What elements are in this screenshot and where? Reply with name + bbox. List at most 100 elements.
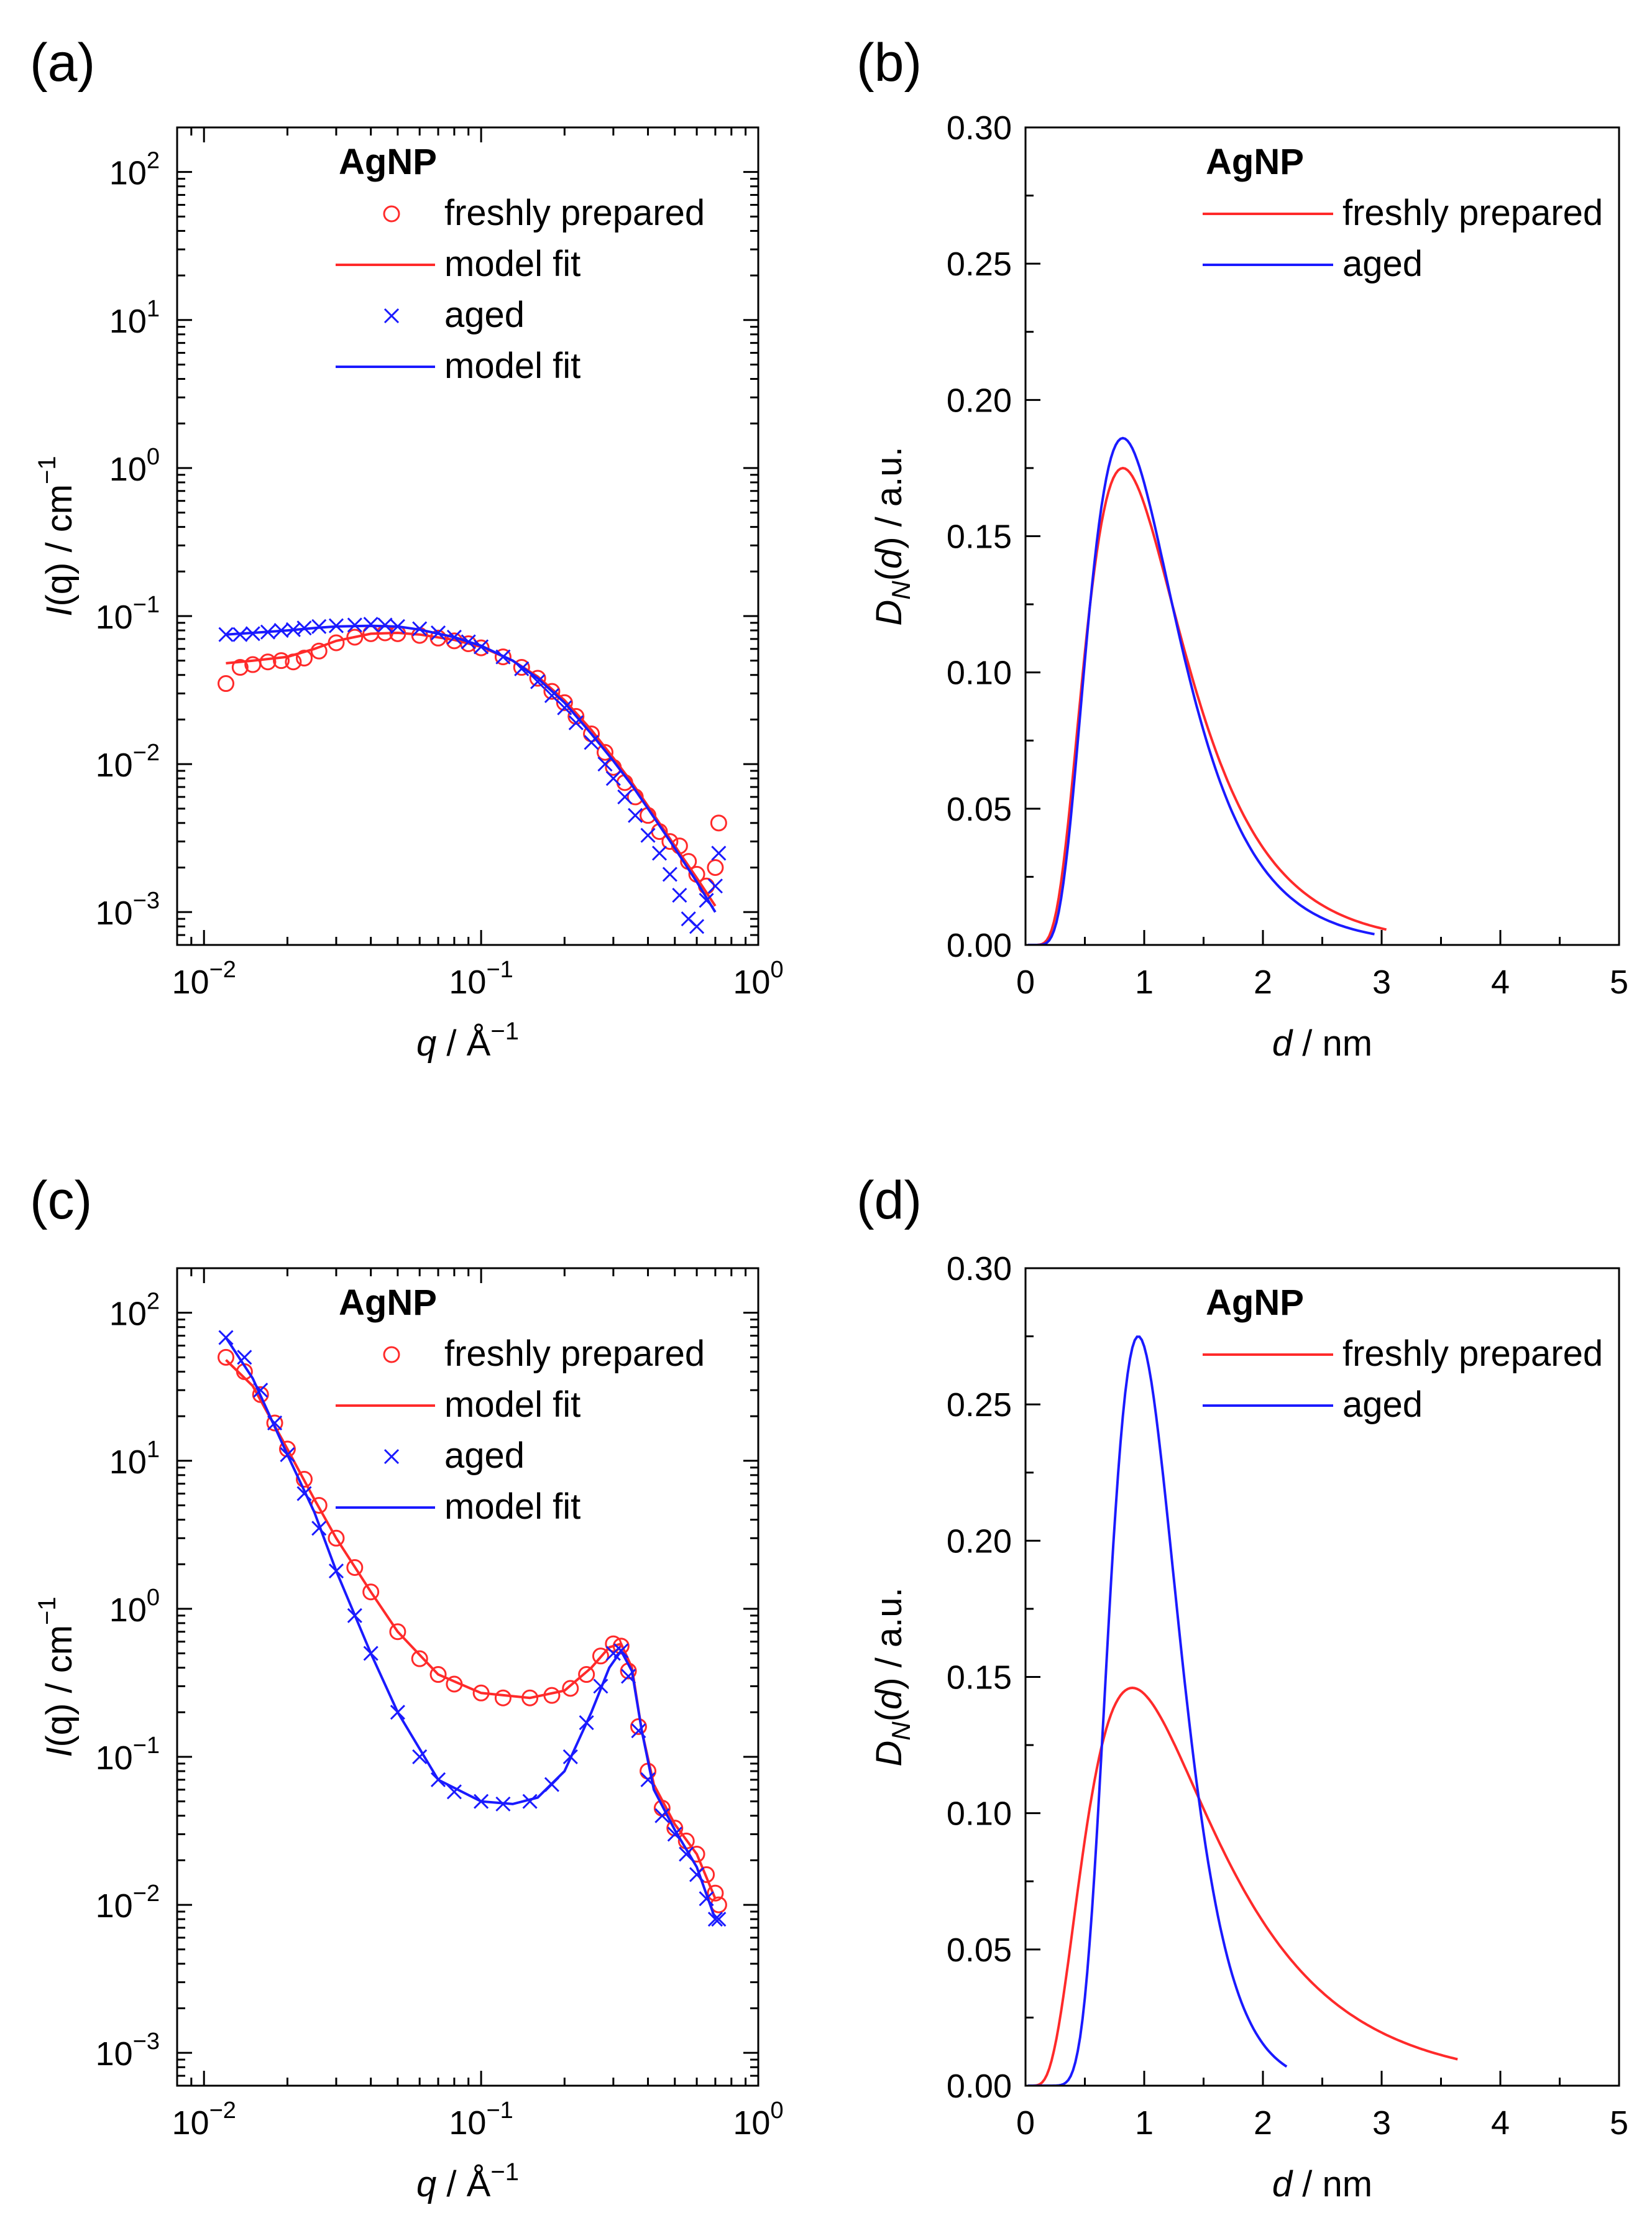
- axis-ticks: [1024, 1267, 1620, 2087]
- data-point: [446, 1784, 462, 1800]
- data-point: [592, 1647, 609, 1665]
- data-point: [707, 1884, 724, 1902]
- legend-entry-label: aged: [1342, 1384, 1423, 1425]
- panel-label: (a): [30, 33, 95, 93]
- y-axis-label: I(q) / cm−1: [34, 456, 80, 616]
- plot-frame: [1024, 1267, 1620, 2087]
- x-tick-label: 2: [1254, 2104, 1272, 2142]
- data-point: [522, 1794, 538, 1809]
- x-tick-label: 1: [1135, 964, 1154, 1001]
- legend-title: AgNP: [339, 142, 437, 182]
- legend: AgNP freshly prepared aged: [1203, 1282, 1603, 1425]
- data-point: [672, 887, 687, 903]
- data-point: [494, 1689, 512, 1706]
- legend-circle-marker: [383, 1346, 400, 1363]
- plot-area: [218, 1330, 727, 1927]
- x-tick-label: 0: [1016, 964, 1035, 1001]
- y-tick-label: 10−1: [96, 592, 160, 636]
- data-point: [411, 1650, 428, 1667]
- panel-label: (c): [30, 1171, 92, 1230]
- x-tick-label: 10−1: [449, 957, 513, 1001]
- y-tick-label: 101: [109, 1437, 160, 1481]
- y-tick-label: 10−2: [96, 740, 160, 784]
- panel-c: (c) 10−2 10−1 100 10−3 10−2 10−1 100 101 102 q / Å…: [30, 1171, 784, 2204]
- y-tick-label: 0.20: [947, 382, 1012, 419]
- y-tick-label: 100: [109, 1585, 160, 1629]
- data-point: [266, 1414, 283, 1432]
- data-point: [699, 1891, 714, 1907]
- data-point: [562, 1680, 579, 1697]
- panel-label: (b): [856, 33, 922, 93]
- data-point: [273, 652, 290, 670]
- x-tick-label: 10−1: [449, 2098, 513, 2142]
- y-tick-label: 10−2: [96, 1881, 160, 1925]
- legend-entry-label: model fit: [444, 1486, 580, 1527]
- y-tick-label: 0.10: [947, 655, 1012, 692]
- y-tick-label: 0.05: [947, 791, 1012, 828]
- data-point: [707, 859, 724, 877]
- x-tick-label: 0: [1016, 2104, 1035, 2142]
- y-axis-label: DN(d) / a.u.: [869, 1587, 915, 1766]
- panel-label: (d): [856, 1171, 922, 1230]
- data-point: [513, 659, 530, 676]
- legend-title: AgNP: [339, 1282, 437, 1323]
- y-tick-label: 0.00: [947, 2068, 1012, 2105]
- data-point: [617, 789, 633, 804]
- data-point: [543, 683, 561, 700]
- series-line-fresh: [1027, 1686, 1458, 2086]
- x-tick-label: 10−2: [172, 2098, 236, 2142]
- legend-entry-label: aged: [1342, 244, 1423, 284]
- y-tick-label: 0.10: [947, 1795, 1012, 1833]
- data-point: [494, 648, 512, 666]
- data-point: [328, 1529, 345, 1547]
- y-tick-label: 0.05: [947, 1932, 1012, 1969]
- data-point: [530, 674, 546, 689]
- x-tick-label: 5: [1610, 2104, 1628, 2142]
- model-fit-line: [224, 1337, 717, 1920]
- data-point: [630, 1718, 647, 1735]
- y-axis-label: I(q) / cm−1: [34, 1596, 80, 1757]
- axis-ticks: [176, 1267, 759, 2087]
- axis-ticks: [1024, 126, 1620, 946]
- y-tick-label: 100: [109, 444, 160, 488]
- data-point: [596, 744, 613, 761]
- x-tick-label: 2: [1254, 964, 1272, 1001]
- legend-entry-label: freshly prepared: [1342, 193, 1603, 233]
- legend-entry-label: freshly prepared: [444, 1333, 705, 1374]
- data-point: [363, 617, 379, 632]
- data-point: [661, 833, 679, 850]
- panel-d: (d) 0 1 2 3 4 5 0.00 0.05 0.10 0.15 0.20 0.25 0.30 d /…: [856, 1171, 1628, 2204]
- x-tick-label: 4: [1491, 2104, 1510, 2142]
- y-tick-label: 10−1: [96, 1733, 160, 1777]
- panel-a: (a) 10−2 10−1 100 10−3 10−2 10−1 100 101 102 q / Å…: [30, 33, 784, 1064]
- legend-entry-label: aged: [444, 295, 525, 335]
- data-point: [218, 1330, 234, 1345]
- data-point: [654, 1808, 670, 1823]
- legend: AgNP freshly prepared aged: [1203, 142, 1603, 284]
- data-point: [544, 688, 559, 704]
- data-point: [311, 1521, 327, 1536]
- plot-area: [1027, 436, 1387, 945]
- data-point: [640, 827, 656, 843]
- x-tick-label: 100: [733, 957, 783, 1001]
- data-point: [389, 1623, 406, 1641]
- data-point: [346, 1559, 364, 1577]
- legend-cross-marker: [383, 1448, 400, 1465]
- panel-b: (b) 0 1 2 3 4 5 0.00 0.05 0.10 0.15 0.20 0.25 0.30 d /…: [856, 33, 1628, 1064]
- legend-title: AgNP: [1206, 142, 1304, 182]
- y-tick-label: 102: [109, 1289, 160, 1333]
- data-point: [689, 919, 705, 934]
- data-point: [231, 659, 249, 676]
- y-tick-label: 0.20: [947, 1522, 1012, 1560]
- x-axis-label: q / Å−1: [416, 2158, 519, 2204]
- y-tick-label: 10−3: [96, 2028, 160, 2073]
- legend-title: AgNP: [1206, 1282, 1304, 1323]
- data-point: [218, 675, 235, 693]
- y-tick-label: 10−3: [96, 888, 160, 932]
- data-point: [662, 867, 677, 882]
- data-point: [346, 629, 364, 646]
- y-tick-label: 0.30: [947, 109, 1012, 147]
- x-tick-label: 1: [1135, 2104, 1154, 2142]
